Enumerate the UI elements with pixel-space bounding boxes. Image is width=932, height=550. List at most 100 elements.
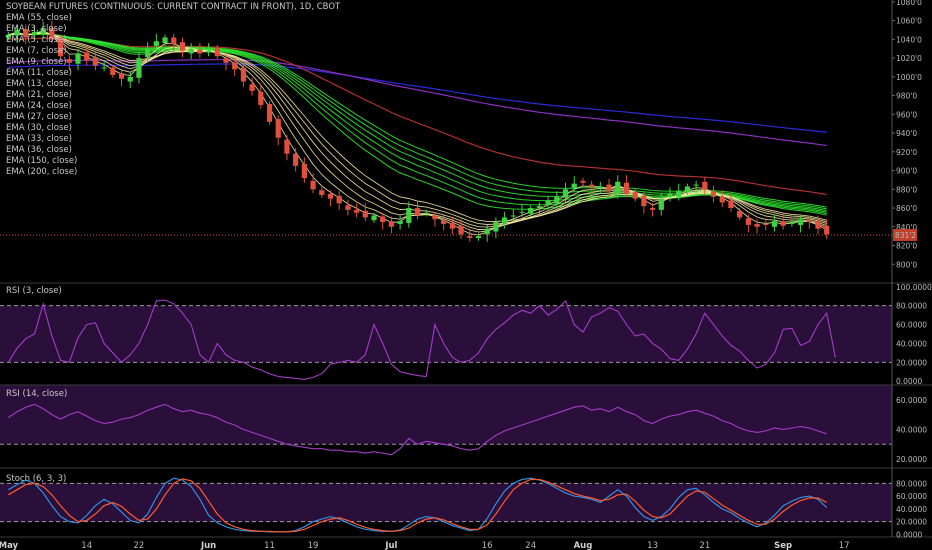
legend-entry: EMA (11, close) xyxy=(6,68,72,78)
ema-36-line xyxy=(8,33,827,208)
candle-body xyxy=(641,195,647,207)
candle-body xyxy=(684,186,691,193)
candle-body xyxy=(493,222,499,232)
candle-body xyxy=(667,193,673,197)
candle-body xyxy=(266,104,273,122)
candle-body xyxy=(441,220,447,224)
candle-body xyxy=(371,215,377,221)
y-tick-label: 60.0000 xyxy=(896,321,927,330)
y-tick-label: 1000'0 xyxy=(896,73,922,82)
y-tick-label: 40.0000 xyxy=(896,425,927,434)
candle-body xyxy=(336,195,342,204)
chart-title: SOYBEAN FUTURES (CONTINUOUS: CURRENT CON… xyxy=(6,2,341,12)
candle-body xyxy=(84,52,90,60)
candle-body xyxy=(66,59,72,63)
candle-body xyxy=(23,29,29,38)
candle-body xyxy=(519,211,525,213)
candle-body xyxy=(745,218,751,225)
legend-entry: EMA (33, close) xyxy=(6,134,72,144)
candle-body xyxy=(171,37,177,45)
candle-body xyxy=(475,236,482,239)
y-tick-label: 880'0 xyxy=(896,185,917,194)
candle-body xyxy=(554,196,560,204)
candle-body xyxy=(31,31,38,35)
x-tick-label: Jul xyxy=(384,541,397,550)
candle-body xyxy=(789,222,795,224)
x-tick-label: 16 xyxy=(482,541,493,550)
candle-body xyxy=(649,208,656,210)
y-tick-label: 1020'0 xyxy=(896,54,922,63)
candle-body xyxy=(188,48,194,54)
candle-body xyxy=(57,37,64,57)
y-tick-label: 1060'0 xyxy=(896,17,922,26)
candle-body xyxy=(353,209,360,213)
candle-body xyxy=(397,221,403,224)
candle-body xyxy=(737,210,743,218)
candle-body xyxy=(824,225,830,235)
y-tick-label: 820'0 xyxy=(896,242,917,251)
candle-body xyxy=(806,220,812,223)
candle-body xyxy=(14,29,20,36)
x-tick-label: 19 xyxy=(308,541,319,550)
y-tick-label: 60.0000 xyxy=(896,492,927,501)
candle-body xyxy=(501,217,508,224)
candle-body xyxy=(118,73,125,79)
y-tick-label: 80.0000 xyxy=(896,479,927,488)
x-tick-label: 24 xyxy=(525,541,536,550)
rsi3-pane-label: RSI (3, close) xyxy=(6,286,62,296)
legend-entry: EMA (5, close) xyxy=(6,35,67,45)
candle-body xyxy=(710,191,717,197)
x-tick-label: Jun xyxy=(200,541,216,550)
candle-body xyxy=(467,236,473,239)
legend-entry: EMA (36, close) xyxy=(6,145,72,155)
candle-body xyxy=(615,181,621,194)
candle-body xyxy=(197,49,203,54)
candle-body xyxy=(240,67,247,82)
y-tick-label: 60.0000 xyxy=(896,396,927,405)
candle-body xyxy=(771,221,778,227)
candle-body xyxy=(562,189,569,198)
candle-body xyxy=(275,119,281,138)
candle-body xyxy=(510,215,516,217)
x-tick-label: 17 xyxy=(839,541,850,550)
candle-body xyxy=(127,76,133,82)
last-price-tag xyxy=(893,228,917,241)
candle-body xyxy=(249,84,255,91)
candle-body xyxy=(728,200,734,209)
y-tick-label: 1080'0 xyxy=(896,0,922,7)
legend-entry: EMA (200, close) xyxy=(6,167,78,177)
candle-body xyxy=(597,186,603,188)
overbought-oversold-band xyxy=(0,305,892,363)
candle-body xyxy=(293,153,299,166)
candle-body xyxy=(40,28,46,34)
candle-body xyxy=(258,91,264,105)
y-tick-label: 980'0 xyxy=(896,92,917,101)
y-tick-label: 20.0000 xyxy=(896,455,927,464)
stoch-pane-label: Stoch (6, 3, 3) xyxy=(6,474,67,484)
candle-body xyxy=(815,221,821,229)
x-tick-label: 21 xyxy=(699,541,710,550)
candle-body xyxy=(545,200,551,205)
stoch-k-line xyxy=(8,477,828,533)
candle-body xyxy=(162,37,168,44)
candle-body xyxy=(310,180,316,190)
y-tick-label: 0.0000 xyxy=(896,377,922,386)
candle-body xyxy=(754,223,760,227)
y-tick-label: 20.0000 xyxy=(896,518,927,527)
ema-21-line xyxy=(8,33,827,216)
legend-entry: EMA (55, close) xyxy=(6,13,72,23)
candle-body xyxy=(719,196,725,203)
candle-body xyxy=(179,42,186,51)
y-tick-label: 940'0 xyxy=(896,129,917,138)
candle-body xyxy=(484,228,490,235)
candle-body xyxy=(580,180,586,183)
price-pane-legend: SOYBEAN FUTURES (CONTINUOUS: CURRENT CON… xyxy=(0,2,340,178)
candle-body xyxy=(763,223,769,225)
overbought-oversold-band xyxy=(0,483,892,522)
y-tick-label: 920'0 xyxy=(896,148,917,157)
y-tick-label: 900'0 xyxy=(896,167,917,176)
candle-body xyxy=(432,215,438,220)
candle-body xyxy=(380,216,386,223)
candle-body xyxy=(676,191,682,197)
